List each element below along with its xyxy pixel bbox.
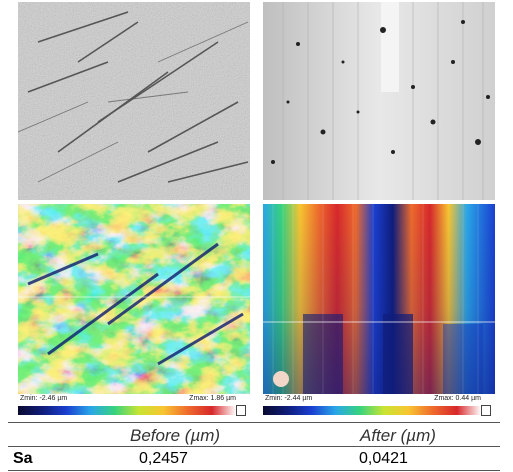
after-zmax-label: Zmax: 0.44 µm: [434, 395, 481, 402]
before-height-map: [18, 204, 250, 394]
after-surface-texture: [263, 2, 495, 200]
before-scale-handle: [236, 405, 246, 416]
table-bottom-rule: [8, 470, 500, 471]
before-height-map-texture: [18, 204, 250, 394]
after-column-header: After (µm): [360, 426, 436, 445]
before-column-header: Before (µm): [130, 426, 221, 445]
before-zmin-label: Zmin: -2.46 µm: [20, 395, 68, 402]
after-colour-bar: [263, 406, 481, 415]
before-surface-image: [18, 2, 250, 200]
after-zmin-label: Zmin: -2.44 µm: [265, 395, 313, 402]
sa-after-value: 0,0421: [359, 450, 408, 467]
after-height-map: [263, 204, 495, 394]
after-surface-image: [263, 2, 495, 200]
roughness-table: Before (µm) After (µm) Sa 0,2457 0,0421: [8, 426, 500, 470]
row-label-sa: Sa: [13, 450, 33, 467]
before-surface-texture: [18, 2, 250, 200]
sa-before-value: 0,2457: [139, 450, 188, 467]
before-colour-bar: [18, 406, 236, 415]
table-mid-rule: [8, 446, 500, 447]
after-colour-scale: Zmin: -2.44 µm Zmax: 0.44 µm: [263, 395, 495, 419]
before-colour-scale: Zmin: -2.46 µm Zmax: 1.86 µm: [18, 395, 250, 419]
table-top-rule: [8, 422, 500, 423]
after-height-map-texture: [263, 204, 495, 394]
after-scale-handle: [481, 405, 491, 416]
before-zmax-label: Zmax: 1.86 µm: [189, 395, 236, 402]
figure-frame: Zmin: -2.46 µm Zmax: 1.86 µm Zmin: -2.44…: [4, 2, 507, 422]
